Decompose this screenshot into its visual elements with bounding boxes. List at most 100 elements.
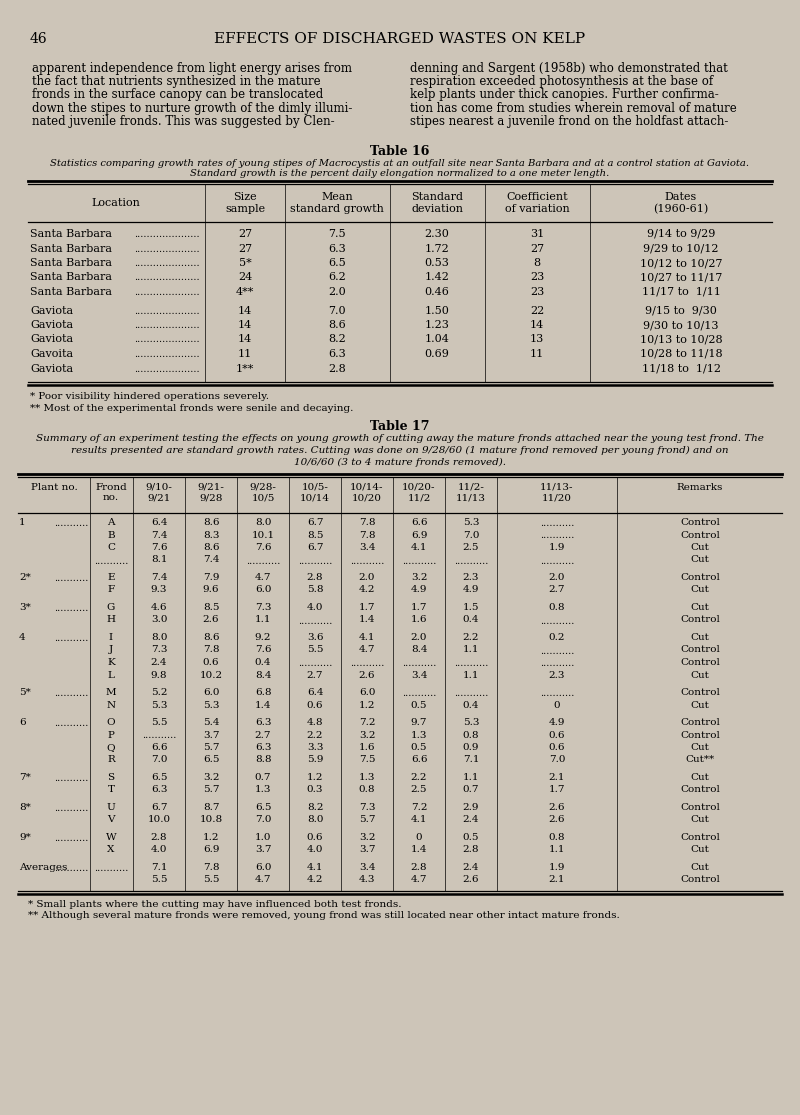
- Text: 0.2: 0.2: [549, 633, 566, 642]
- Text: ...........: ...........: [54, 719, 88, 728]
- Text: Cut: Cut: [690, 845, 710, 854]
- Text: Gavoita: Gavoita: [30, 349, 73, 359]
- Text: EFFECTS OF DISCHARGED WASTES ON KELP: EFFECTS OF DISCHARGED WASTES ON KELP: [214, 32, 586, 46]
- Text: 6.5: 6.5: [328, 258, 346, 268]
- Text: 1.0: 1.0: [254, 833, 271, 842]
- Text: 2.2: 2.2: [410, 773, 427, 782]
- Text: Gaviota: Gaviota: [30, 306, 73, 316]
- Text: Control: Control: [680, 646, 720, 655]
- Text: 8.2: 8.2: [328, 334, 346, 345]
- Text: 5*: 5*: [19, 688, 30, 697]
- Text: Santa Barbara: Santa Barbara: [30, 243, 112, 253]
- Text: .....................: .....................: [134, 273, 200, 282]
- Text: 4.7: 4.7: [410, 875, 427, 884]
- Text: Control: Control: [680, 785, 720, 795]
- Text: .....................: .....................: [134, 321, 200, 330]
- Text: Santa Barbara: Santa Barbara: [30, 287, 112, 297]
- Text: Control: Control: [680, 658, 720, 667]
- Text: 9/14 to 9/29: 9/14 to 9/29: [647, 229, 715, 239]
- Text: 3.2: 3.2: [358, 833, 375, 842]
- Text: 0.5: 0.5: [410, 700, 427, 709]
- Text: 7.6: 7.6: [254, 646, 271, 655]
- Text: 7.6: 7.6: [254, 543, 271, 552]
- Text: 3.4: 3.4: [358, 863, 375, 872]
- Text: 0.8: 0.8: [462, 730, 479, 739]
- Text: 8.1: 8.1: [150, 555, 167, 564]
- Text: K: K: [107, 658, 115, 667]
- Text: N: N: [106, 700, 115, 709]
- Text: 4.7: 4.7: [254, 875, 271, 884]
- Text: 1: 1: [19, 518, 26, 527]
- Text: 2.9: 2.9: [462, 803, 479, 812]
- Text: 14: 14: [238, 320, 252, 330]
- Text: Statistics comparing growth rates of young stipes of Macrocystis at an outfall s: Statistics comparing growth rates of you…: [50, 159, 750, 168]
- Text: 0.4: 0.4: [462, 700, 479, 709]
- Text: 4**: 4**: [236, 287, 254, 297]
- Text: 9.7: 9.7: [410, 718, 427, 727]
- Text: Control: Control: [680, 833, 720, 842]
- Text: 2.8: 2.8: [328, 363, 346, 374]
- Text: 7.2: 7.2: [358, 718, 375, 727]
- Text: 11/18 to  1/12: 11/18 to 1/12: [642, 363, 721, 374]
- Text: 3.4: 3.4: [358, 543, 375, 552]
- Text: 2.6: 2.6: [358, 670, 375, 679]
- Text: 7.3: 7.3: [358, 803, 375, 812]
- Text: 3.0: 3.0: [150, 615, 167, 624]
- Text: 1.6: 1.6: [410, 615, 427, 624]
- Text: 6.9: 6.9: [202, 845, 219, 854]
- Text: 9/21-
9/28: 9/21- 9/28: [198, 483, 225, 503]
- Text: 9.6: 9.6: [202, 585, 219, 594]
- Text: Dates
(1960-61): Dates (1960-61): [654, 192, 709, 214]
- Text: 6.9: 6.9: [410, 531, 427, 540]
- Text: 2.4: 2.4: [150, 658, 167, 667]
- Text: 24: 24: [238, 272, 252, 282]
- Text: 7.1: 7.1: [150, 863, 167, 872]
- Text: 4.1: 4.1: [410, 815, 427, 824]
- Text: 6.3: 6.3: [328, 349, 346, 359]
- Text: 8.4: 8.4: [410, 646, 427, 655]
- Text: 14: 14: [238, 306, 252, 316]
- Text: .....................: .....................: [134, 336, 200, 345]
- Text: 10/20-
11/2: 10/20- 11/2: [402, 483, 436, 503]
- Text: 4.9: 4.9: [462, 585, 479, 594]
- Text: ...........: ...........: [540, 617, 574, 626]
- Text: 9*: 9*: [19, 833, 30, 842]
- Text: L: L: [107, 670, 114, 679]
- Text: stipes nearest a juvenile frond on the holdfast attach-: stipes nearest a juvenile frond on the h…: [410, 115, 728, 128]
- Text: 6.6: 6.6: [410, 756, 427, 765]
- Text: 2.7: 2.7: [254, 730, 271, 739]
- Text: 5.5: 5.5: [150, 718, 167, 727]
- Text: 6.0: 6.0: [254, 863, 271, 872]
- Text: Santa Barbara: Santa Barbara: [30, 272, 112, 282]
- Text: ...........: ...........: [298, 659, 332, 668]
- Text: 8.4: 8.4: [254, 670, 271, 679]
- Text: 10/6/60 (3 to 4 mature fronds removed).: 10/6/60 (3 to 4 mature fronds removed).: [294, 458, 506, 467]
- Text: Cut: Cut: [690, 585, 710, 594]
- Text: Control: Control: [680, 615, 720, 624]
- Text: 6.5: 6.5: [254, 803, 271, 812]
- Text: 4.1: 4.1: [410, 543, 427, 552]
- Text: 0.5: 0.5: [410, 743, 427, 752]
- Text: denning and Sargent (1958b) who demonstrated that: denning and Sargent (1958b) who demonstr…: [410, 62, 728, 75]
- Text: 3.7: 3.7: [202, 730, 219, 739]
- Text: ...........: ...........: [94, 556, 128, 565]
- Text: 10/12 to 10/27: 10/12 to 10/27: [640, 258, 722, 268]
- Text: 2.3: 2.3: [462, 573, 479, 582]
- Text: 1.50: 1.50: [425, 306, 450, 316]
- Text: Cut: Cut: [690, 555, 710, 564]
- Text: S: S: [107, 773, 114, 782]
- Text: the fact that nutrients synthesized in the mature: the fact that nutrients synthesized in t…: [32, 75, 321, 88]
- Text: 9.2: 9.2: [254, 633, 271, 642]
- Text: 9/28-
10/5: 9/28- 10/5: [250, 483, 277, 503]
- Text: 8.3: 8.3: [202, 531, 219, 540]
- Text: 0: 0: [554, 700, 560, 709]
- Text: 0.3: 0.3: [306, 785, 323, 795]
- Text: 9/30 to 10/13: 9/30 to 10/13: [643, 320, 718, 330]
- Text: 0.53: 0.53: [425, 258, 450, 268]
- Text: 1.72: 1.72: [425, 243, 450, 253]
- Text: 6.3: 6.3: [150, 785, 167, 795]
- Text: Control: Control: [680, 730, 720, 739]
- Text: ...........: ...........: [54, 689, 88, 698]
- Text: 5.5: 5.5: [306, 646, 323, 655]
- Text: V: V: [107, 815, 114, 824]
